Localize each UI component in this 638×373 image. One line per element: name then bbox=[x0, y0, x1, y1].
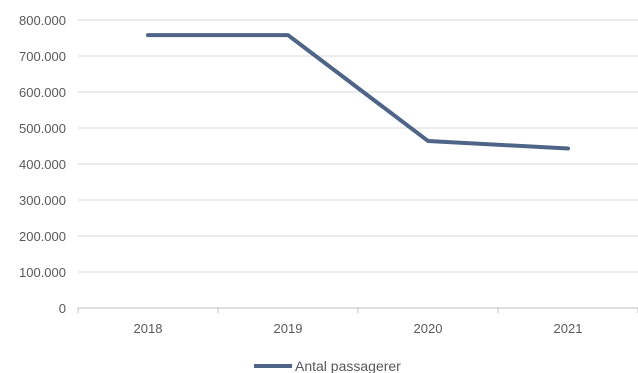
x-tick-label: 2019 bbox=[274, 321, 303, 336]
y-tick-label: 400.000 bbox=[19, 157, 66, 172]
y-tick-label: 0 bbox=[59, 301, 66, 316]
y-tick-label: 200.000 bbox=[19, 229, 66, 244]
y-axis-ticks: 0 100.000 200.000 300.000 400.000 500.000 600.… bbox=[19, 13, 66, 316]
gridlines bbox=[78, 19, 638, 309]
y-tick-label: 700.000 bbox=[19, 49, 66, 64]
y-tick-label: 800.000 bbox=[19, 13, 66, 28]
y-tick-label: 600.000 bbox=[19, 85, 66, 100]
legend-label: Antal passagerer bbox=[295, 358, 401, 373]
x-tick-label: 2020 bbox=[414, 321, 443, 336]
y-tick-label: 100.000 bbox=[19, 265, 66, 280]
series-line bbox=[146, 33, 570, 151]
x-tick-label: 2018 bbox=[134, 321, 163, 336]
x-tick-label: 2021 bbox=[554, 321, 583, 336]
y-tick-label: 500.000 bbox=[19, 121, 66, 136]
legend: Antal passagerer bbox=[254, 358, 401, 373]
x-axis-ticks: 2018 2019 2020 2021 bbox=[77, 308, 638, 336]
y-tick-label: 300.000 bbox=[19, 193, 66, 208]
series-group bbox=[146, 33, 570, 151]
